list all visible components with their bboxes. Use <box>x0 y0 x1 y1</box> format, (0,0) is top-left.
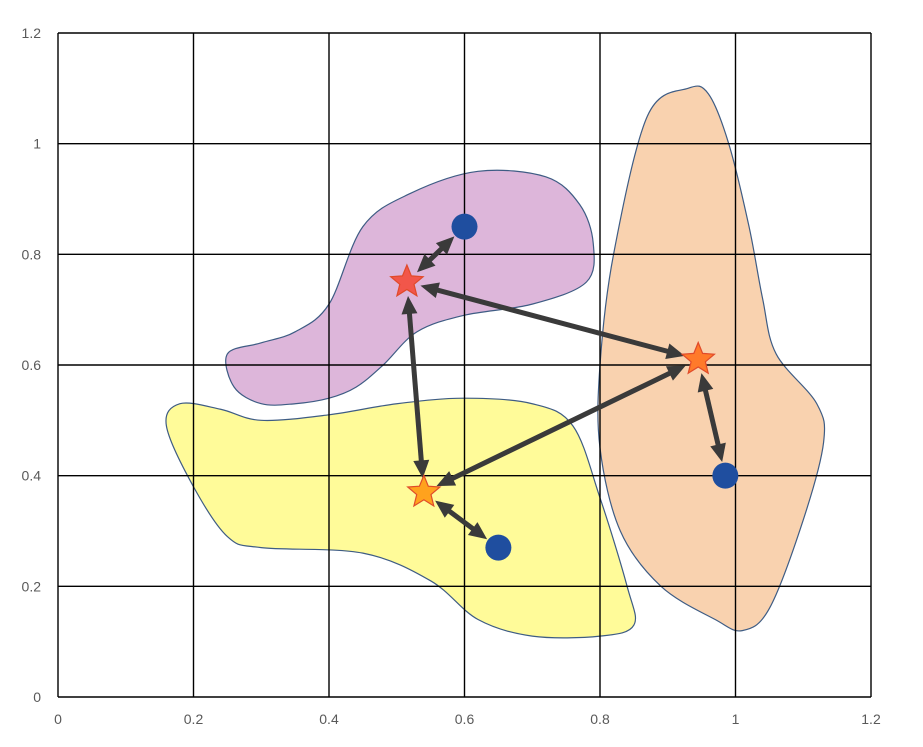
centroid-stars <box>389 263 716 508</box>
centroid-star-2 <box>680 340 716 375</box>
arrow-head <box>435 236 455 255</box>
arrow-0 <box>417 236 455 273</box>
data-point-2 <box>712 462 739 489</box>
cluster-regions <box>165 85 826 639</box>
arrow-shaft <box>426 245 445 264</box>
cluster-region-2 <box>597 85 826 632</box>
centroid-star-0 <box>389 263 425 298</box>
arrow-head <box>401 295 418 315</box>
x-tick-label: 0.2 <box>184 711 204 727</box>
arrow-shaft <box>446 508 476 532</box>
arrow-5 <box>436 365 686 487</box>
arrows <box>401 236 726 540</box>
arrow-head <box>413 459 430 479</box>
arrow-head <box>665 343 685 359</box>
arrow-head <box>417 254 436 273</box>
arrow-shaft <box>435 287 670 355</box>
centroid-star-1 <box>406 473 442 508</box>
x-tick-label: 1 <box>732 711 740 727</box>
cluster-region-1 <box>165 397 637 639</box>
arrow-head <box>436 471 457 487</box>
arrow-head <box>710 442 726 463</box>
x-tick-label: 0.8 <box>590 711 610 727</box>
arrow-head <box>467 522 488 540</box>
arrow-4 <box>401 295 430 479</box>
x-tick-label: 1.2 <box>861 711 881 727</box>
arrow-head <box>697 373 714 393</box>
arrow-shaft <box>449 370 673 482</box>
y-tick-label: 0.6 <box>22 357 42 373</box>
arrow-head <box>435 500 455 518</box>
y-tick-label: 0 <box>33 689 41 705</box>
arrow-1 <box>435 500 488 540</box>
y-tick-label: 0.4 <box>22 468 42 484</box>
x-tick-label: 0.4 <box>319 711 339 727</box>
x-axis-ticks: 0 0.2 0.4 0.6 0.8 1 1.2 <box>54 711 881 727</box>
y-tick-label: 1 <box>33 136 41 152</box>
y-axis-ticks: 0 0.2 0.4 0.6 0.8 1 1.2 <box>22 25 42 705</box>
y-tick-label: 0.8 <box>22 246 42 262</box>
y-tick-label: 0.2 <box>22 578 42 594</box>
x-tick-label: 0.6 <box>455 711 475 727</box>
arrow-shaft <box>406 311 424 463</box>
arrow-head <box>420 282 440 298</box>
x-tick-label: 0 <box>54 711 62 727</box>
y-tick-label: 1.2 <box>22 25 42 41</box>
arrow-3 <box>420 282 685 359</box>
arrow-shaft <box>702 388 721 448</box>
arrow-2 <box>697 373 726 463</box>
arrow-head <box>665 365 686 381</box>
data-points <box>451 213 739 561</box>
data-point-1 <box>485 534 512 561</box>
data-point-0 <box>451 213 478 240</box>
